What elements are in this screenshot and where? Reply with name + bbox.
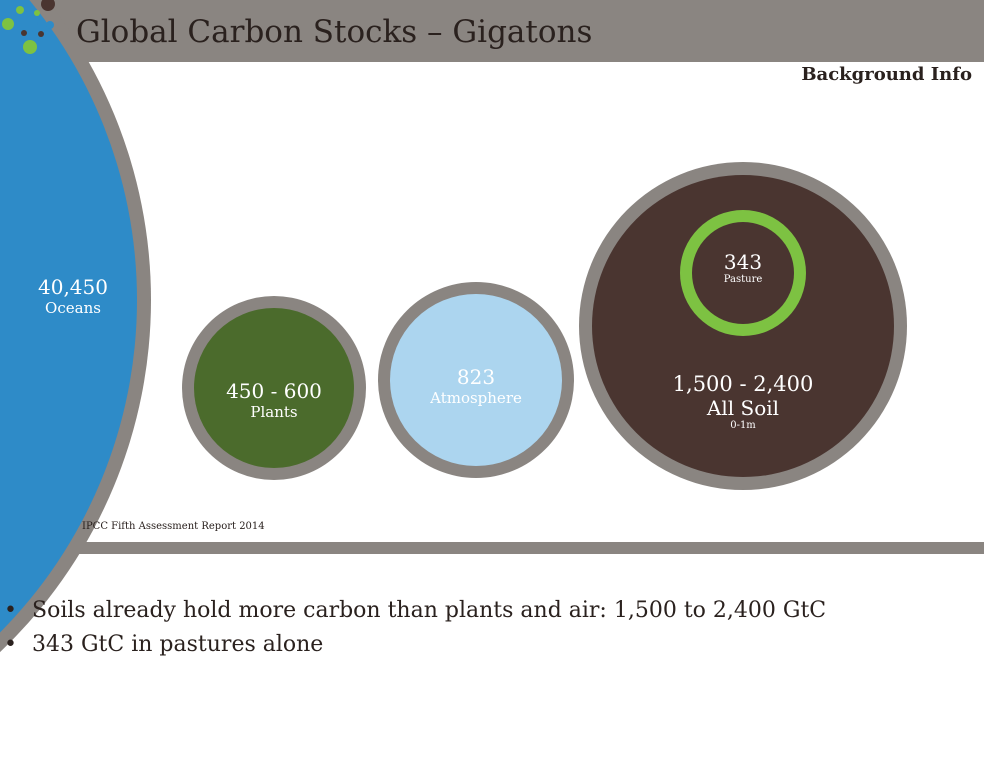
soil-depth: 0-1m <box>730 420 756 431</box>
page-title: Global Carbon Stocks – Gigatons <box>76 14 593 50</box>
oceans-name: Oceans <box>45 299 101 317</box>
atmosphere-bubble <box>390 294 562 466</box>
bullet-list: • Soils already hold more carbon than pla… <box>0 594 826 662</box>
plants-label: 450 - 600 Plants <box>204 379 344 421</box>
background-info-label: Background Info <box>801 64 972 85</box>
soil-label: 1,500 - 2,400 All Soil 0-1m <box>643 372 843 431</box>
pasture-value: 343 <box>723 250 763 274</box>
plants-name: Plants <box>250 403 298 421</box>
atmosphere-name: Atmosphere <box>430 389 522 407</box>
pasture-bubble <box>692 222 794 324</box>
plants-value: 450 - 600 <box>226 379 322 403</box>
footer-bar <box>0 542 984 554</box>
oceans-label: 40,450 Oceans <box>13 275 133 317</box>
soil-value: 1,500 - 2,400 <box>672 372 814 396</box>
source-citation: IPCC Fifth Assessment Report 2014 <box>82 521 265 532</box>
atmosphere-value: 823 <box>456 365 496 389</box>
atmosphere-label: 823 Atmosphere <box>406 365 546 407</box>
oceans-value: 40,450 <box>38 275 108 299</box>
soil-name: All Soil <box>706 396 780 420</box>
pasture-label: 343 Pasture <box>693 250 793 285</box>
oceans-bubble <box>0 0 137 633</box>
bullet-text: 343 GtC in pastures alone <box>32 632 324 657</box>
pasture-name: Pasture <box>723 274 763 285</box>
header-bar <box>0 0 984 62</box>
bullet-item: • Soils already hold more carbon than pla… <box>4 598 827 623</box>
plants-bubble <box>194 308 354 468</box>
logo-dots <box>2 0 55 54</box>
bullet-item: • 343 GtC in pastures alone <box>4 632 324 657</box>
bullet-text: Soils already hold more carbon than plan… <box>32 598 827 623</box>
